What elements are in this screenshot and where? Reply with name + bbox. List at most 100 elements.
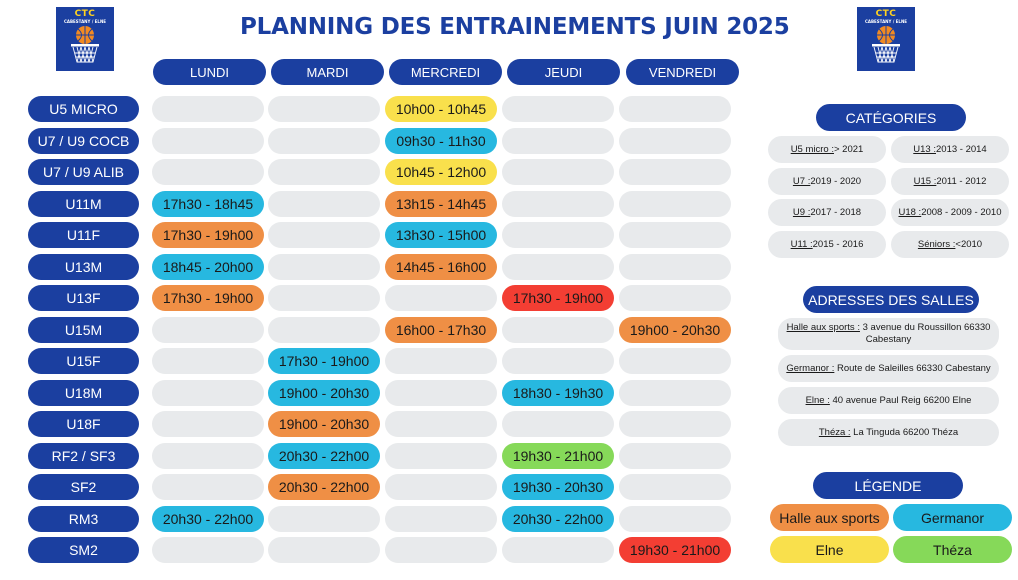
empty-slot: [268, 506, 380, 532]
address-item: Elne : 40 avenue Paul Reig 66200 Elne: [778, 387, 999, 414]
address-item: Théza : La Tinguda 66200 Théza: [778, 419, 999, 446]
empty-slot: [619, 222, 731, 248]
day-header-lundi: LUNDI: [153, 59, 266, 85]
empty-slot: [619, 191, 731, 217]
empty-slot: [619, 348, 731, 374]
empty-slot: [152, 159, 264, 185]
training-slot: 20h30 - 22h00: [268, 474, 380, 500]
empty-slot: [502, 191, 614, 217]
day-header-vendredi: VENDREDI: [626, 59, 739, 85]
empty-slot: [502, 128, 614, 154]
empty-slot: [502, 222, 614, 248]
empty-slot: [152, 380, 264, 406]
training-slot: 18h45 - 20h00: [152, 254, 264, 280]
empty-slot: [152, 411, 264, 437]
training-slot: 19h30 - 21h00: [502, 443, 614, 469]
team-label: U18F: [28, 411, 139, 437]
training-slot: 17h30 - 18h45: [152, 191, 264, 217]
training-slot: 19h00 - 20h30: [619, 317, 731, 343]
training-slot: 18h30 - 19h30: [502, 380, 614, 406]
empty-slot: [619, 128, 731, 154]
logo-subtext: CABESTANY / ELNE: [63, 19, 107, 24]
empty-slot: [385, 537, 497, 563]
empty-slot: [619, 443, 731, 469]
training-slot: 13h30 - 15h00: [385, 222, 497, 248]
empty-slot: [268, 222, 380, 248]
address-item: Germanor : Route de Saleilles 66330 Cabe…: [778, 355, 999, 382]
category-item: U11 : 2015 - 2016: [768, 231, 886, 258]
training-slot: 19h30 - 20h30: [502, 474, 614, 500]
empty-slot: [268, 96, 380, 122]
empty-slot: [502, 411, 614, 437]
empty-slot: [385, 285, 497, 311]
page-title: PLANNING DES ENTRAINEMENTS JUIN 2025: [240, 14, 790, 40]
empty-slot: [385, 380, 497, 406]
empty-slot: [268, 537, 380, 563]
empty-slot: [502, 254, 614, 280]
empty-slot: [152, 537, 264, 563]
team-label: U5 MICRO: [28, 96, 139, 122]
empty-slot: [268, 285, 380, 311]
empty-slot: [619, 254, 731, 280]
addresses-heading: ADRESSES DES SALLES: [803, 286, 979, 313]
training-slot: 19h00 - 20h30: [268, 411, 380, 437]
basketball-hoop-icon: [71, 26, 99, 63]
empty-slot: [385, 474, 497, 500]
empty-slot: [385, 411, 497, 437]
team-label: U11M: [28, 191, 139, 217]
empty-slot: [502, 96, 614, 122]
day-header-jeudi: JEUDI: [507, 59, 620, 85]
category-item: Séniors : <2010: [891, 231, 1009, 258]
legend-item: Germanor: [893, 504, 1012, 531]
training-slot: 17h30 - 19h00: [502, 285, 614, 311]
team-label: RM3: [28, 506, 139, 532]
category-item: U13 : 2013 - 2014: [891, 136, 1009, 163]
day-header-mardi: MARDI: [271, 59, 384, 85]
empty-slot: [385, 348, 497, 374]
team-label: U13M: [28, 254, 139, 280]
empty-slot: [152, 128, 264, 154]
training-slot: 20h30 - 22h00: [152, 506, 264, 532]
basketball-hoop-icon: [872, 26, 900, 63]
empty-slot: [385, 506, 497, 532]
day-header-mercredi: MERCREDI: [389, 59, 502, 85]
legend-item: Halle aux sports: [770, 504, 889, 531]
category-item: U15 : 2011 - 2012: [891, 168, 1009, 195]
empty-slot: [152, 317, 264, 343]
training-slot: 17h30 - 19h00: [268, 348, 380, 374]
team-label: U13F: [28, 285, 139, 311]
logo-text: CTC: [74, 9, 96, 19]
team-label: U15M: [28, 317, 139, 343]
team-label: SF2: [28, 474, 139, 500]
training-slot: 14h45 - 16h00: [385, 254, 497, 280]
empty-slot: [268, 191, 380, 217]
empty-slot: [619, 411, 731, 437]
empty-slot: [152, 96, 264, 122]
empty-slot: [268, 254, 380, 280]
categories-heading: CATÉGORIES: [816, 104, 966, 131]
category-item: U7 : 2019 - 2020: [768, 168, 886, 195]
training-slot: 10h00 - 10h45: [385, 96, 497, 122]
team-label: SM2: [28, 537, 139, 563]
training-slot: 20h30 - 22h00: [502, 506, 614, 532]
training-slot: 20h30 - 22h00: [268, 443, 380, 469]
empty-slot: [619, 285, 731, 311]
team-label: U15F: [28, 348, 139, 374]
team-label: U7 / U9 ALIB: [28, 159, 139, 185]
empty-slot: [268, 128, 380, 154]
empty-slot: [619, 506, 731, 532]
training-slot: 16h00 - 17h30: [385, 317, 497, 343]
empty-slot: [619, 96, 731, 122]
category-item: U5 micro : > 2021: [768, 136, 886, 163]
empty-slot: [152, 348, 264, 374]
training-slot: 19h00 - 20h30: [268, 380, 380, 406]
team-label: U18M: [28, 380, 139, 406]
training-slot: 13h15 - 14h45: [385, 191, 497, 217]
empty-slot: [502, 537, 614, 563]
empty-slot: [268, 317, 380, 343]
category-item: U18 : 2008 - 2009 - 2010: [891, 199, 1009, 226]
empty-slot: [385, 443, 497, 469]
empty-slot: [502, 317, 614, 343]
training-slot: 17h30 - 19h00: [152, 285, 264, 311]
empty-slot: [619, 474, 731, 500]
